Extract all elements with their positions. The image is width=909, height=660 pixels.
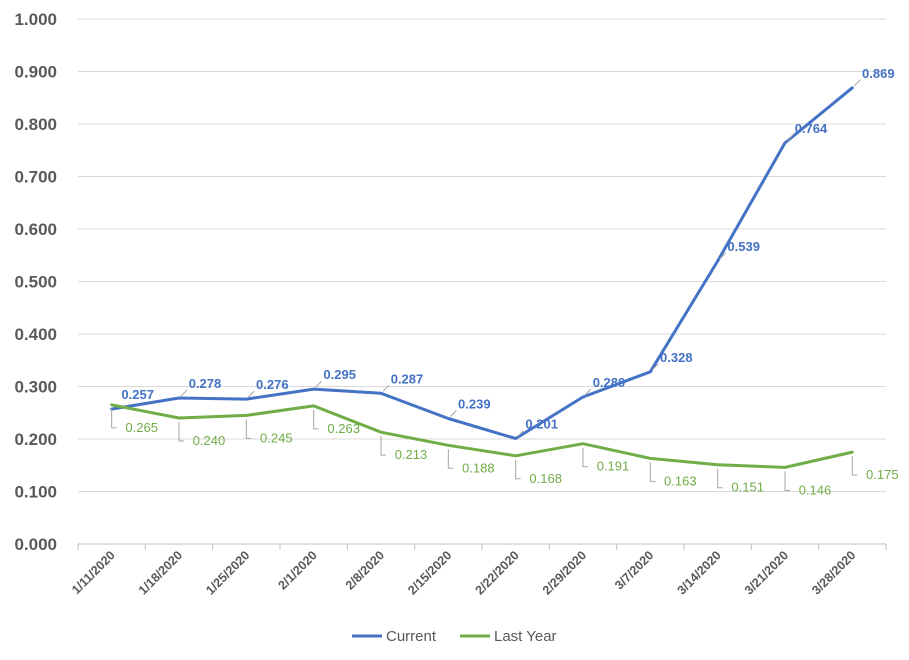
data-label-current: 0.764: [795, 121, 828, 136]
data-label-last-year: 0.263: [327, 421, 360, 436]
data-label-current: 0.257: [121, 387, 154, 402]
data-label-last-year: 0.265: [125, 420, 158, 435]
data-label-last-year: 0.151: [731, 480, 764, 495]
leader-line: [786, 134, 794, 142]
y-axis-ticks: 0.000 0.100 0.200 0.300 0.400 0.500 0.600 0.700…: [14, 10, 57, 554]
series-current-line: [110, 86, 854, 440]
data-label-last-year: 0.188: [462, 460, 495, 475]
legend-label: Last Year: [494, 628, 557, 645]
y-tick-label: 1.000: [14, 10, 57, 29]
legend-label: Current: [386, 628, 437, 645]
x-tick-label: 3/28/2020: [809, 548, 858, 597]
x-tick-label: 3/21/2020: [742, 548, 791, 597]
leader-line: [382, 384, 390, 392]
axes: [77, 543, 887, 550]
leader-line: [247, 390, 255, 398]
data-label-current: 0.278: [189, 376, 222, 391]
y-tick-label: 0.700: [14, 168, 57, 187]
x-tick-label: 2/15/2020: [405, 548, 454, 597]
y-tick-label: 0.400: [14, 325, 57, 344]
x-tick-label: 2/29/2020: [540, 548, 589, 597]
y-tick-label: 0.300: [14, 378, 57, 397]
data-label-current: 0.276: [256, 377, 289, 392]
leader-line: [584, 388, 592, 396]
leader-line: [517, 430, 525, 437]
y-tick-label: 0.200: [14, 430, 57, 449]
leader-line: [380, 436, 386, 456]
x-axis-ticks: 1/11/2020 1/18/2020 1/25/2020 2/1/2020 2/8/2…: [69, 548, 858, 597]
data-label-current: 0.295: [323, 367, 356, 382]
x-tick-label: 2/22/2020: [473, 548, 522, 597]
leader-line: [582, 447, 588, 468]
x-tick-label: 1/11/2020: [69, 548, 118, 597]
data-label-last-year: 0.191: [597, 459, 630, 474]
y-tick-label: 0.500: [14, 273, 57, 292]
data-label-current: 0.201: [525, 416, 558, 431]
data-labels: 0.257 0.278 0.276 0.295 0.287 0.239 0.201 0.280…: [111, 66, 899, 497]
gridlines: [78, 18, 886, 492]
data-label-current: 0.287: [391, 371, 424, 386]
series-lines: [110, 86, 854, 469]
leader-line: [851, 456, 858, 476]
data-label-current: 0.328: [660, 350, 693, 365]
y-tick-label: 0.000: [14, 535, 57, 554]
x-tick-label: 3/7/2020: [612, 548, 656, 592]
leader-line: [245, 419, 252, 439]
leader-line: [515, 459, 521, 480]
legend: Current Last Year: [352, 628, 557, 645]
leader-line: [784, 471, 790, 491]
leader-line: [315, 380, 323, 388]
data-label-current: 0.280: [593, 375, 626, 390]
data-label-last-year: 0.213: [395, 447, 428, 462]
leader-line: [717, 468, 723, 489]
series-last-year-line: [110, 403, 854, 469]
x-tick-label: 1/18/2020: [136, 548, 185, 597]
x-tick-label: 2/8/2020: [343, 548, 387, 592]
x-tick-label: 1/25/2020: [203, 548, 252, 597]
leader-line: [853, 79, 861, 87]
y-tick-label: 0.100: [14, 483, 57, 502]
leader-line: [649, 462, 656, 482]
data-label-current: 0.239: [458, 397, 491, 412]
data-label-last-year: 0.163: [664, 473, 697, 488]
data-label-current: 0.539: [727, 239, 760, 254]
leader-line: [313, 409, 319, 430]
leader-line: [180, 389, 188, 397]
x-tick-label: 3/14/2020: [675, 548, 724, 597]
y-tick-label: 0.800: [14, 115, 57, 134]
data-label-last-year: 0.146: [799, 482, 832, 497]
data-label-last-year: 0.245: [260, 430, 293, 445]
y-tick-label: 0.900: [14, 63, 57, 82]
leader-line: [111, 408, 117, 429]
data-label-last-year: 0.168: [529, 471, 562, 486]
leader-line: [178, 422, 184, 442]
y-tick-label: 0.600: [14, 220, 57, 239]
data-label-current: 0.869: [862, 66, 895, 81]
data-label-last-year: 0.175: [866, 467, 899, 482]
data-label-last-year: 0.240: [193, 433, 226, 448]
leader-line: [449, 410, 457, 417]
leader-line: [719, 252, 727, 260]
leader-line: [447, 449, 454, 469]
x-tick-label: 2/1/2020: [275, 548, 319, 592]
leader-line: [651, 363, 659, 371]
